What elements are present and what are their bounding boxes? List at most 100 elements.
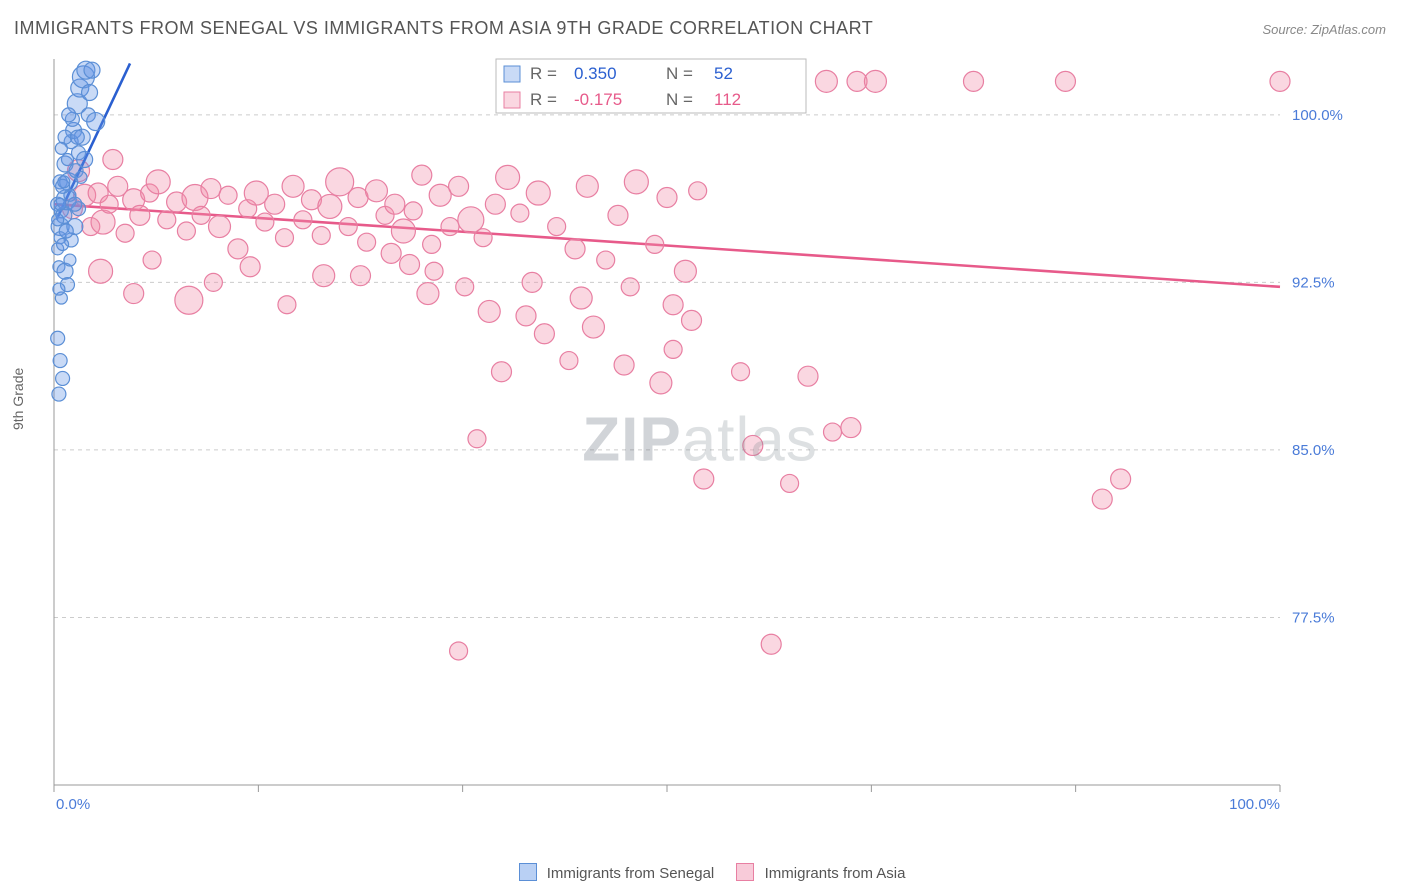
stats-n-label: N =: [666, 64, 693, 83]
legend-label-asia: Immigrants from Asia: [765, 865, 906, 882]
stats-n-value: 52: [714, 64, 733, 83]
asia-point: [417, 283, 439, 305]
asia-point: [650, 372, 672, 394]
asia-point: [496, 165, 520, 189]
asia-point: [597, 251, 615, 269]
asia-point: [228, 239, 248, 259]
asia-point: [400, 255, 420, 275]
senegal-point: [84, 62, 100, 78]
y-axis-label: 9th Grade: [10, 368, 26, 430]
senegal-point: [62, 108, 76, 122]
asia-point: [265, 194, 285, 214]
asia-point: [351, 266, 371, 286]
asia-point: [339, 218, 357, 236]
asia-point: [534, 324, 554, 344]
asia-point: [526, 181, 550, 205]
asia-point: [663, 295, 683, 315]
asia-point: [192, 206, 210, 224]
asia-point: [474, 229, 492, 247]
asia-point: [614, 355, 634, 375]
senegal-point: [57, 238, 69, 250]
asia-point: [278, 296, 296, 314]
asia-point: [761, 634, 781, 654]
asia-point: [864, 70, 886, 92]
asia-point: [143, 251, 161, 269]
senegal-point: [55, 142, 67, 154]
x-legend: Immigrants from Senegal Immigrants from …: [0, 863, 1406, 882]
stats-r-value: 0.350: [574, 64, 617, 83]
senegal-point: [64, 254, 76, 266]
asia-point: [318, 194, 342, 218]
asia-point: [313, 265, 335, 287]
asia-point: [689, 182, 707, 200]
asia-point: [621, 278, 639, 296]
chart-title: IMMIGRANTS FROM SENEGAL VS IMMIGRANTS FR…: [14, 18, 873, 39]
asia-point: [275, 229, 293, 247]
x-tick-label: 100.0%: [1229, 796, 1280, 813]
asia-point: [423, 235, 441, 253]
senegal-point: [68, 197, 82, 211]
asia-point: [815, 70, 837, 92]
stats-r-label: R =: [530, 90, 557, 109]
asia-point: [100, 195, 118, 213]
asia-point: [365, 180, 387, 202]
asia-point: [511, 204, 529, 222]
senegal-point: [82, 85, 98, 101]
senegal-point: [75, 171, 87, 183]
asia-point: [478, 300, 500, 322]
asia-point: [412, 165, 432, 185]
asia-point: [646, 235, 664, 253]
asia-point: [177, 222, 195, 240]
x-tick-label: 0.0%: [56, 796, 90, 813]
stats-n-label: N =: [666, 90, 693, 109]
asia-point: [1092, 489, 1112, 509]
asia-point: [450, 642, 468, 660]
asia-point: [404, 202, 422, 220]
asia-point: [219, 186, 237, 204]
asia-point: [682, 310, 702, 330]
asia-point: [608, 205, 628, 225]
senegal-point: [53, 283, 65, 295]
senegal-point: [52, 214, 64, 226]
y-tick-label: 85.0%: [1292, 442, 1335, 459]
asia-point: [824, 423, 842, 441]
asia-point: [781, 474, 799, 492]
senegal-point: [70, 130, 84, 144]
asia-point: [441, 218, 459, 236]
asia-point: [576, 175, 598, 197]
asia-point: [798, 366, 818, 386]
asia-point: [91, 210, 115, 234]
asia-point: [565, 239, 585, 259]
stats-n-value: 112: [714, 90, 741, 109]
asia-point: [175, 286, 203, 314]
asia-point: [209, 216, 231, 238]
asia-point: [841, 418, 861, 438]
y-tick-label: 92.5%: [1292, 274, 1335, 291]
legend-swatch-senegal: [519, 863, 537, 881]
asia-point: [124, 284, 144, 304]
asia-point: [516, 306, 536, 326]
asia-point: [146, 170, 170, 194]
asia-point: [385, 194, 405, 214]
asia-point: [664, 340, 682, 358]
asia-point: [1111, 469, 1131, 489]
asia-point: [456, 278, 474, 296]
asia-point: [570, 287, 592, 309]
asia-point: [116, 224, 134, 242]
senegal-point: [77, 152, 93, 168]
legend-swatch-asia: [736, 863, 754, 881]
chart-svg: 77.5%85.0%92.5%100.0%0.0%100.0%R =0.350N…: [50, 55, 1350, 825]
asia-point: [381, 243, 401, 263]
source-credit: Source: ZipAtlas.com: [1262, 22, 1386, 37]
asia-point: [294, 211, 312, 229]
asia-point: [491, 362, 511, 382]
asia-point: [429, 184, 451, 206]
senegal-point: [53, 354, 67, 368]
asia-point: [1270, 71, 1290, 91]
asia-point: [312, 226, 330, 244]
asia-point: [201, 179, 221, 199]
y-tick-label: 77.5%: [1292, 609, 1335, 626]
asia-point: [694, 469, 714, 489]
asia-point: [732, 363, 750, 381]
asia-point: [485, 194, 505, 214]
